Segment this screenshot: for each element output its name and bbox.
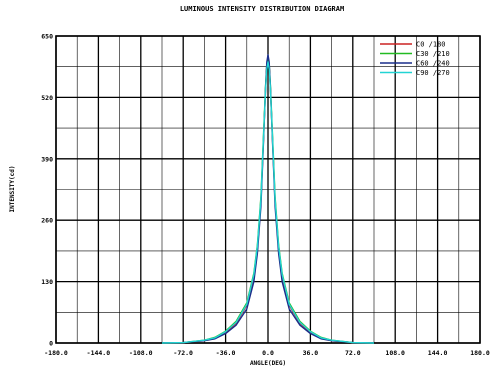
legend-label: C60 /240 <box>416 60 450 68</box>
x-tick-label: -144.0 <box>87 349 111 357</box>
y-tick-label: 260 <box>41 217 53 225</box>
x-tick-label: 108.0 <box>385 349 405 357</box>
plot-frame <box>55 35 481 344</box>
tick-label-layer: -180.0 -144.0 -108.0 -72.0 -36.0 0.0 36.0 72.0 1… <box>41 33 490 358</box>
legend-label: C0 /180 <box>416 41 446 49</box>
y-tick-label: 650 <box>41 33 53 41</box>
x-tick-label: 72.0 <box>345 349 361 357</box>
x-axis-label: ANGLE(DEG) <box>250 360 286 367</box>
x-tick-label: 36.0 <box>303 349 319 357</box>
series-line-3 <box>161 54 375 344</box>
x-tick-label: 0.0 <box>262 349 274 357</box>
series-line-4 <box>161 61 375 344</box>
y-tick-label: 390 <box>41 155 53 163</box>
series-layer <box>161 54 375 344</box>
x-tick-label: -36.0 <box>216 349 236 357</box>
y-tick-label: 130 <box>41 278 53 286</box>
grid-layer <box>55 35 481 344</box>
x-tick-label: 180.0 <box>470 349 490 357</box>
chart-title: LUMINOUS INTENSITY DISTRIBUTION DIAGRAM <box>180 5 344 13</box>
y-tick-label: 0 <box>49 340 53 348</box>
x-tick-label: -72.0 <box>173 349 193 357</box>
x-tick-label: 144.0 <box>428 349 448 357</box>
legend-label: C30 /210 <box>416 50 450 58</box>
x-tick-label: -180.0 <box>44 349 68 357</box>
x-tick-label: -108.0 <box>129 349 153 357</box>
y-tick-label: 520 <box>41 94 53 102</box>
legend-label: C90 /270 <box>416 69 450 77</box>
y-axis-label: INTENSITY(cd) <box>9 166 16 213</box>
